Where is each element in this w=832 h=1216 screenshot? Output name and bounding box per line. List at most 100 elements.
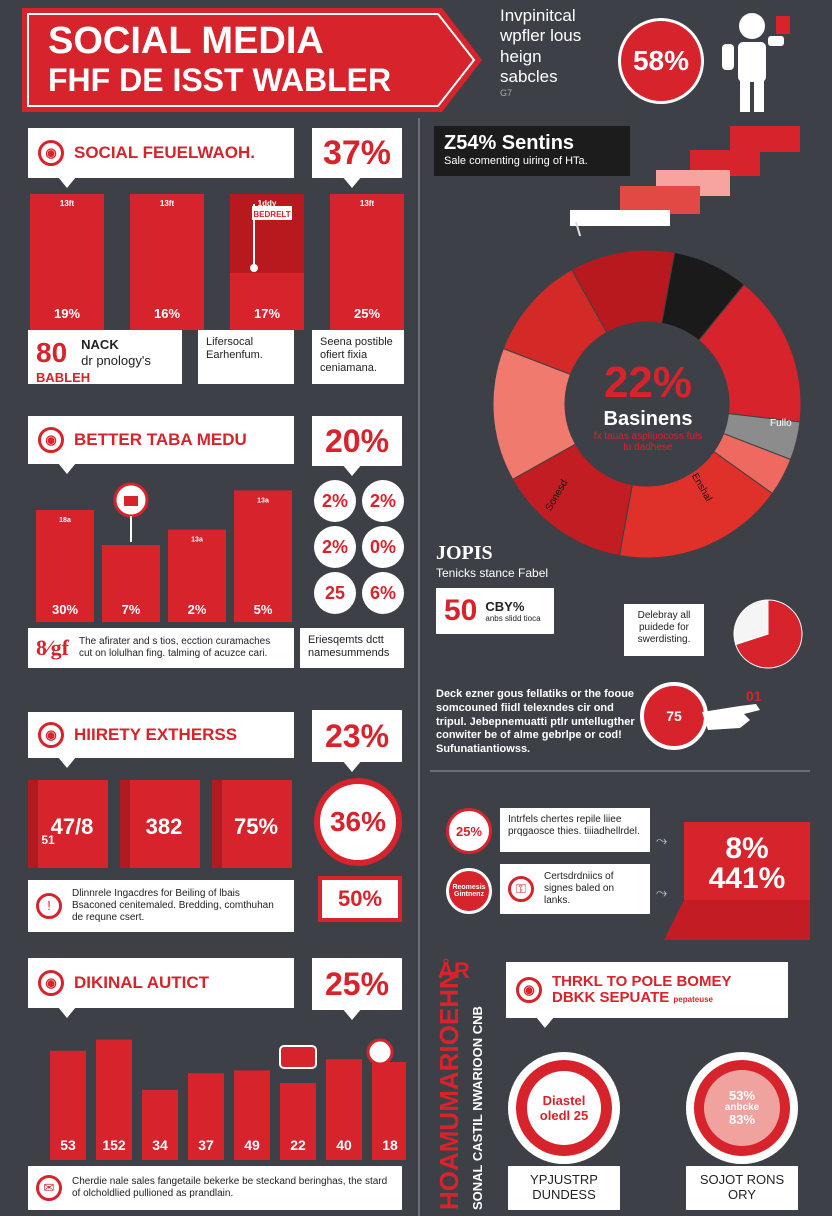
bar-value-label: 53 bbox=[60, 1137, 76, 1153]
mail-icon: ✉ bbox=[36, 1175, 62, 1201]
bar-top-label: 13ft bbox=[60, 199, 75, 208]
section1-note-big-value: 80 bbox=[36, 337, 68, 368]
header-banner bbox=[22, 8, 482, 112]
right-bottom-circle-2-line2: anbcke bbox=[724, 1101, 760, 1113]
bar bbox=[36, 510, 94, 622]
section4-bubble: 25% bbox=[312, 958, 402, 1020]
donut-center: 22% Basinens fx tauas aspliuocoss fuls l… bbox=[568, 330, 728, 480]
section1-note-big-b: dr pnology's bbox=[81, 352, 151, 368]
bar-top-label: 13a bbox=[191, 537, 203, 544]
donut-center-sub: fx tauas aspliuocoss fuls lu dadhese bbox=[593, 430, 703, 453]
bar-top-label: 1ddy bbox=[258, 199, 277, 208]
bar bbox=[168, 529, 226, 622]
megaphone-icon: ◉ bbox=[38, 427, 64, 453]
section2-circle-value: 2% bbox=[369, 490, 396, 511]
donut-slice-label: Fullo bbox=[770, 418, 792, 429]
section2-circle-value: 0% bbox=[369, 536, 396, 557]
bar-sub-label: 51 bbox=[41, 833, 55, 847]
right-bottom-label-2-b: ORY bbox=[728, 1187, 756, 1202]
bar bbox=[212, 780, 292, 868]
section2-note-1: 8∕gf The afirater and s tios, ecction cu… bbox=[28, 628, 294, 668]
section3-note-text: Dlinnrele Ingacdres for Beiling of lbais… bbox=[72, 888, 274, 923]
bar-value-label: 47/8 bbox=[51, 814, 94, 839]
bar-edge bbox=[212, 780, 222, 868]
right-mid-label: JOPIS bbox=[436, 542, 493, 564]
section3-title: ◉ HIIRETY EXTHERSS bbox=[28, 712, 294, 768]
bar bbox=[130, 194, 204, 330]
bar bbox=[326, 1059, 362, 1160]
section1-bubble: 37% bbox=[312, 128, 402, 188]
bar bbox=[30, 194, 104, 330]
bar-value-label: 19% bbox=[54, 306, 80, 321]
section2-title-text: BETTER TABA MEDU bbox=[74, 430, 247, 449]
shield-icon: ◉ bbox=[516, 977, 542, 1003]
donut-chart bbox=[492, 249, 802, 559]
right-bottom-label-1-b: DUNDESS bbox=[532, 1187, 596, 1202]
section3-bubble-value: 23% bbox=[324, 717, 390, 754]
section1-bar-chart: 13ft 19% 13ft 16% BEDRELT 1ddy 17% 13ft 25% bbox=[30, 194, 404, 330]
bar-value-label: 17% bbox=[254, 306, 280, 321]
pie-slice bbox=[733, 599, 769, 646]
camera-icon bbox=[279, 1045, 317, 1069]
bar bbox=[330, 194, 404, 330]
section3-title-text: HIIRETY EXTHERSS bbox=[74, 725, 238, 744]
bar bbox=[96, 1039, 132, 1160]
section3-bubble: 23% bbox=[312, 710, 402, 772]
section2-note-1-text: The afirater and s tios, ecction curamac… bbox=[79, 636, 271, 659]
right-mid-side-note: Delebray all puidede for swerdisting. bbox=[624, 604, 704, 656]
bar-value-label: 34 bbox=[152, 1137, 168, 1153]
bar-top-label: 18a bbox=[59, 517, 71, 524]
right-bottom-label-1-a: YPJUSTRP bbox=[530, 1172, 598, 1187]
lock-icon: ⚿ bbox=[508, 876, 534, 902]
small-pie-chart bbox=[733, 599, 803, 669]
section4-note-text: Cherdie nale sales fangetaile bekerke be… bbox=[72, 1176, 388, 1199]
right-low-arrow-2: ⤳ bbox=[656, 884, 668, 900]
section2-circle: 2% bbox=[362, 480, 404, 522]
page-title: SOCIAL MEDIA bbox=[48, 20, 324, 62]
section2-title: ◉ BETTER TABA MEDU bbox=[28, 416, 294, 474]
header-side-text: Invpinitcal wpfler lous heign sabcles G7 bbox=[500, 6, 620, 98]
section1-title: ◉ SOCIAL FEUELWAOH. bbox=[28, 128, 294, 188]
section3-bar-chart: 47/8 382 75% 51 bbox=[28, 780, 292, 868]
megaphone-icon: ◉ bbox=[38, 722, 64, 748]
right-bottom-circle-1: Diastel oledl 25 bbox=[508, 1052, 620, 1164]
header-badge: 58% bbox=[618, 18, 704, 104]
bar-value-label: 75% bbox=[234, 814, 278, 839]
bar bbox=[280, 1083, 316, 1160]
bar bbox=[120, 780, 200, 868]
header-badge-value: 58% bbox=[632, 45, 690, 76]
vertical-red-text: HOAMUMARIOEHN bbox=[434, 970, 464, 1210]
flag bbox=[252, 206, 292, 220]
bar-value-label: 382 bbox=[146, 814, 183, 839]
right-bottom-circle-2-line3: 83% bbox=[728, 1112, 756, 1128]
bar bbox=[102, 545, 160, 622]
right-mid-box-sub: anbs slidd tioca bbox=[485, 614, 541, 623]
right-low-circle-value: 25% bbox=[455, 823, 483, 839]
right-top-subtitle: Sale comenting uiring of HTa. bbox=[444, 155, 588, 167]
column-divider bbox=[418, 118, 420, 1216]
bar-value-label: 5% bbox=[254, 602, 273, 617]
bar bbox=[188, 1073, 224, 1160]
bar-edge bbox=[120, 780, 130, 868]
section1-note-2: Lifersocal Earhenfum. bbox=[198, 330, 294, 384]
section3-tag-value: 50% bbox=[337, 886, 383, 911]
section2-bar-chart: 18a 30% 7% 13a 2% 13a 5% bbox=[36, 482, 292, 622]
flag-pin bbox=[250, 264, 258, 272]
section4-bar-chart: 53 152 34 37 49 22 40 18 bbox=[50, 1038, 406, 1160]
bar-value-label: 49 bbox=[244, 1137, 260, 1153]
vertical-glyph: ÅR bbox=[438, 958, 470, 983]
right-bottom-circle-2: 53% anbcke 83% bbox=[686, 1052, 798, 1164]
bar bbox=[372, 1062, 406, 1160]
header-side-line: wpfler lous bbox=[500, 26, 582, 46]
right-low-circle: 25% bbox=[446, 808, 492, 854]
section4-note: ✉ Cherdie nale sales fangetaile bekerke … bbox=[28, 1166, 402, 1210]
right-low-red-value-1: 8% bbox=[725, 832, 769, 865]
section3-circle-value: 36% bbox=[329, 806, 387, 837]
right-bottom-label-2-a: SOJOT RONS bbox=[699, 1172, 785, 1187]
right-bottom-label-2: SOJOT RONS ORY bbox=[686, 1166, 798, 1210]
section2-circle-value: 2% bbox=[321, 536, 348, 557]
right-mid-box: 50 CBY% anbs slidd tioca bbox=[436, 588, 554, 634]
bar-value-label: 22 bbox=[290, 1137, 306, 1153]
section1-title-text: SOCIAL FEUELWAOH. bbox=[74, 143, 256, 162]
hand-circle: 75 bbox=[640, 682, 708, 750]
